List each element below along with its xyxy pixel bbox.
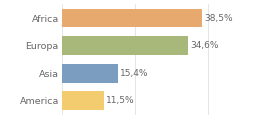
Text: 15,4%: 15,4%: [120, 69, 148, 78]
Text: 11,5%: 11,5%: [106, 96, 134, 105]
Bar: [62, 64, 118, 83]
Bar: [62, 9, 202, 27]
Bar: [62, 91, 104, 110]
Bar: [62, 36, 188, 55]
Text: 38,5%: 38,5%: [204, 14, 233, 23]
Text: 34,6%: 34,6%: [190, 41, 219, 50]
